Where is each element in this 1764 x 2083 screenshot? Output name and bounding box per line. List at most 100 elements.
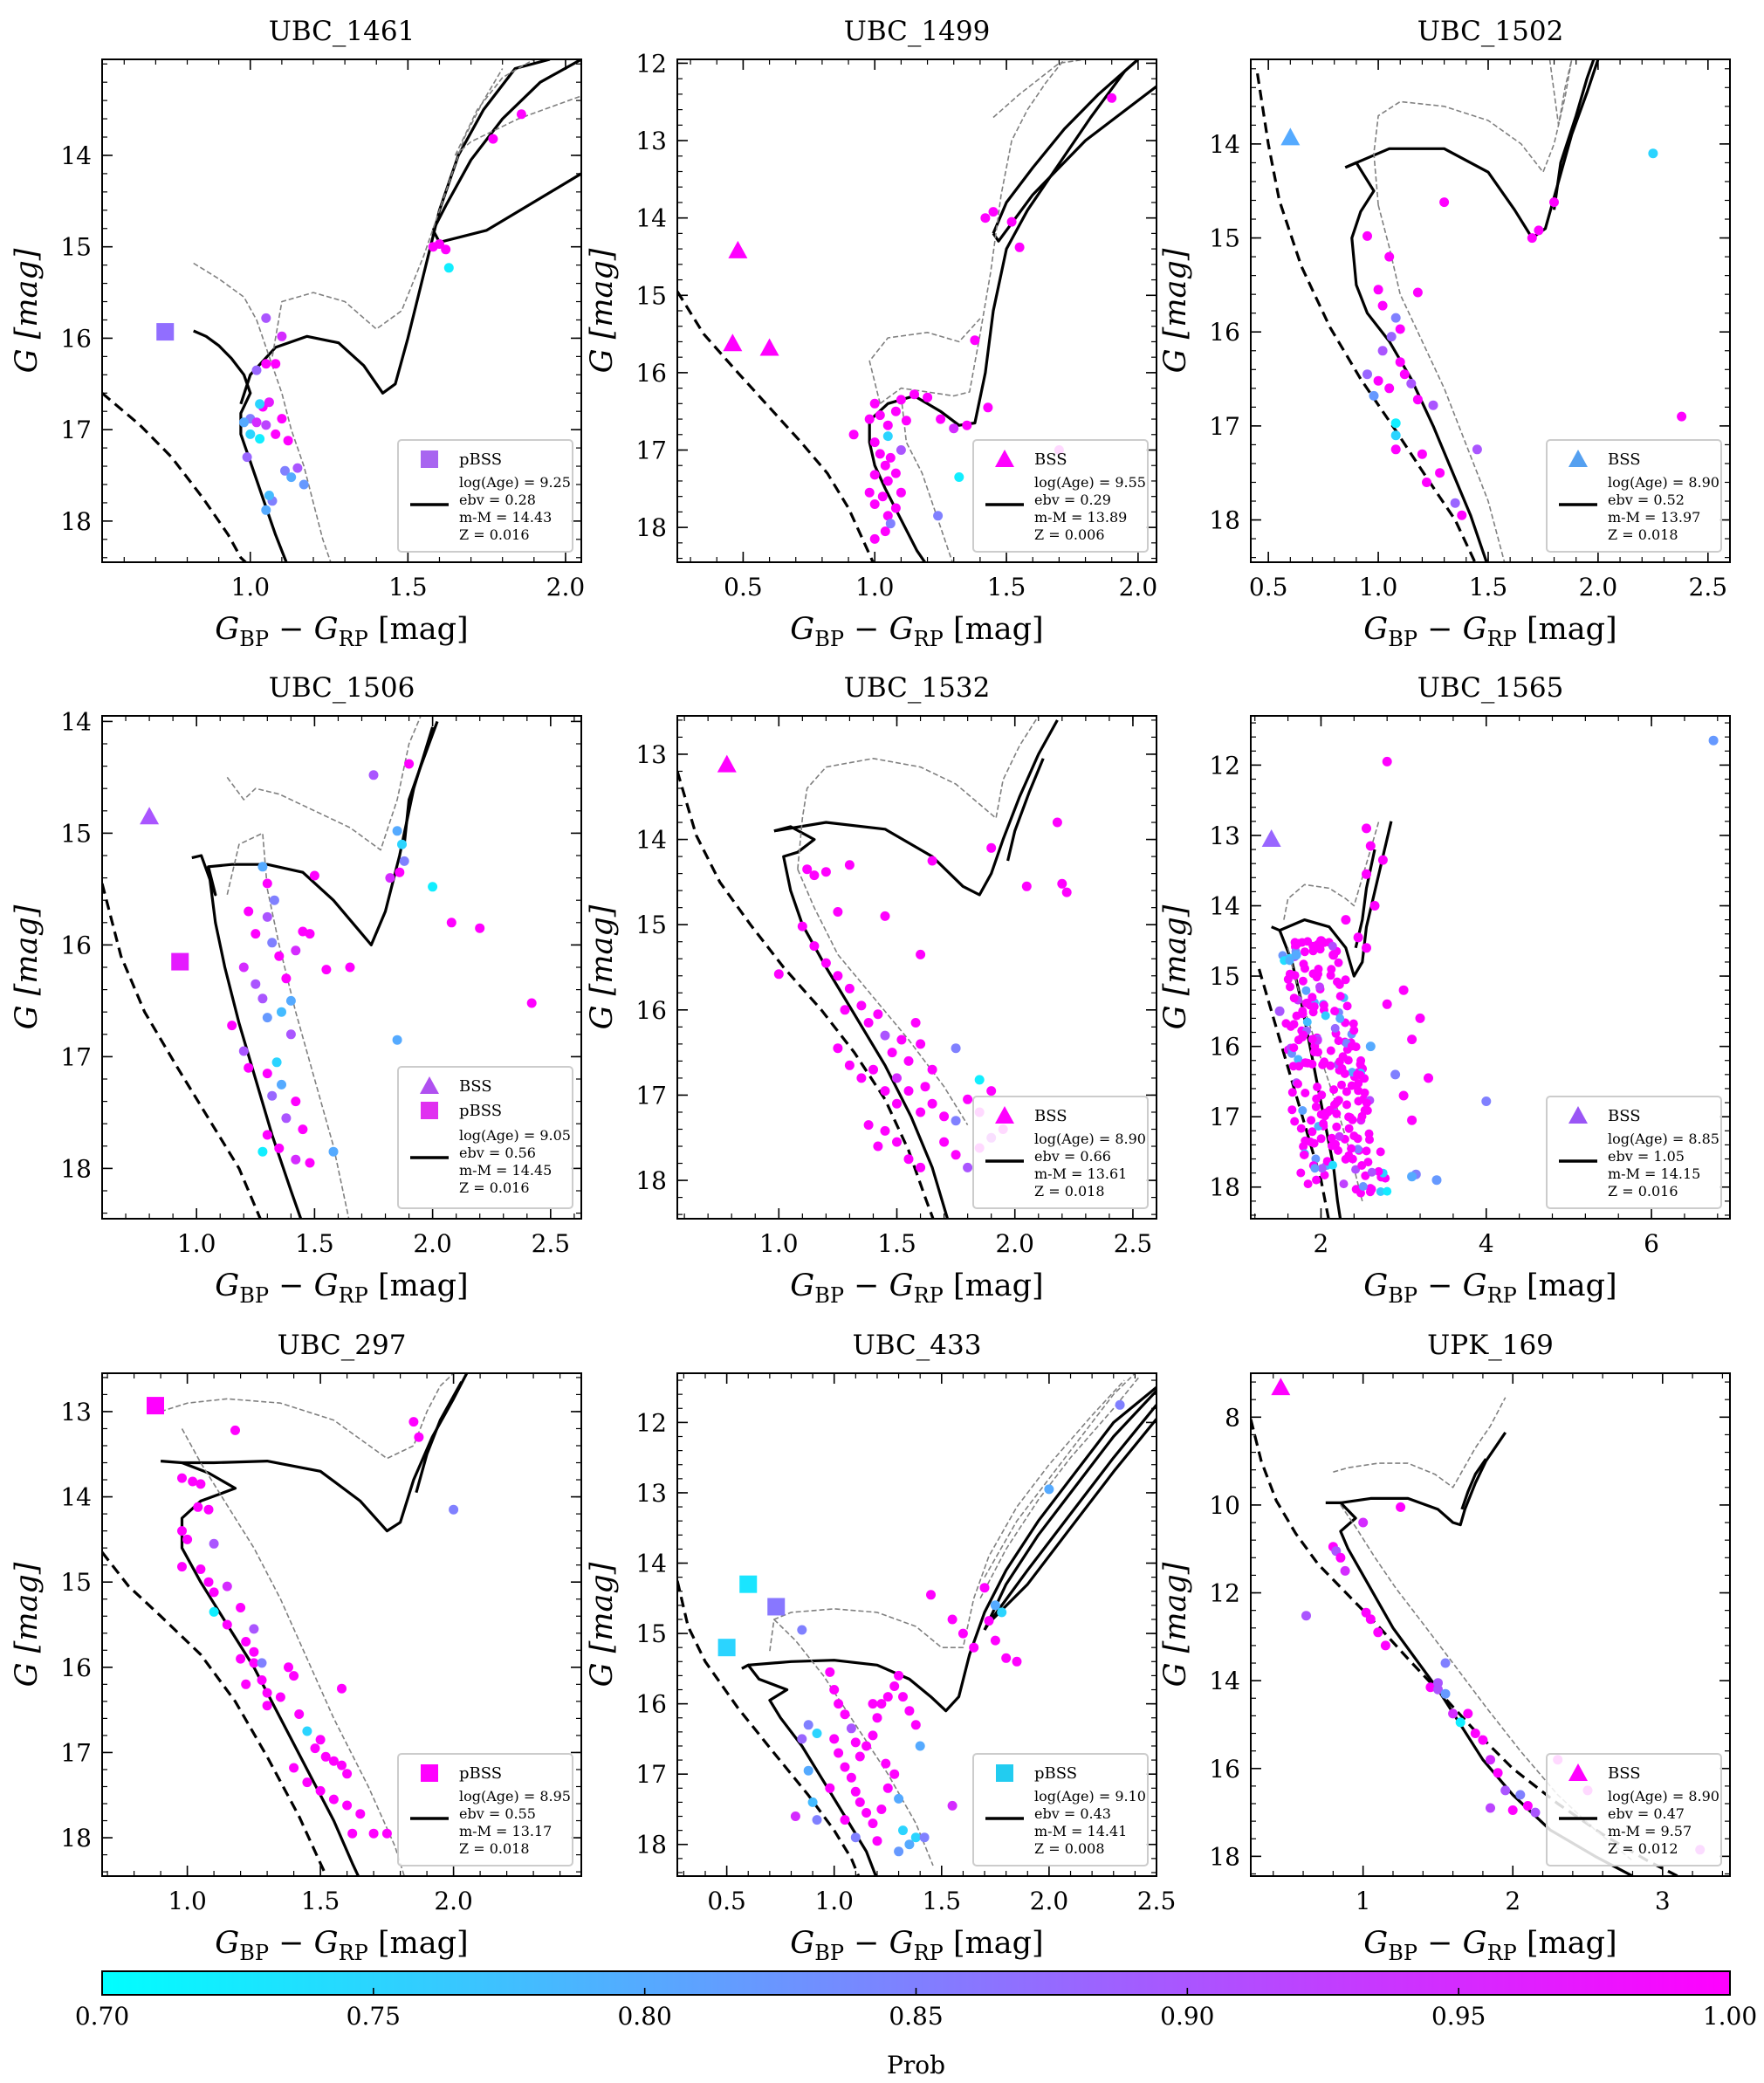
member-star bbox=[1406, 378, 1417, 388]
member-star bbox=[274, 1143, 285, 1153]
member-star bbox=[255, 399, 265, 409]
member-star bbox=[285, 995, 296, 1006]
x-tick-label: 2.0 bbox=[434, 1887, 473, 1915]
member-star bbox=[244, 1062, 254, 1073]
member-star bbox=[309, 870, 319, 881]
member-star bbox=[1287, 1088, 1297, 1097]
panel-title: UPK_169 bbox=[1427, 1330, 1554, 1361]
member-star bbox=[916, 949, 926, 959]
y-tick-label: 18 bbox=[635, 1166, 667, 1195]
member-star bbox=[249, 1658, 259, 1668]
y-tick-label: 18 bbox=[60, 507, 92, 536]
member-star bbox=[1549, 197, 1559, 208]
member-star bbox=[1376, 1147, 1385, 1157]
member-star bbox=[337, 1760, 347, 1770]
member-star bbox=[969, 1642, 979, 1653]
member-star bbox=[844, 860, 855, 870]
member-star bbox=[846, 1723, 856, 1734]
member-star bbox=[1362, 1146, 1371, 1156]
member-star bbox=[1329, 1085, 1339, 1095]
member-star bbox=[1311, 1154, 1321, 1164]
plot-frame bbox=[1250, 715, 1731, 1220]
x-tick-label: 2.0 bbox=[1579, 573, 1618, 602]
member-star bbox=[1338, 1052, 1348, 1062]
member-star bbox=[196, 1564, 206, 1574]
member-star bbox=[844, 983, 855, 993]
isochrone-line bbox=[769, 1379, 1125, 1652]
bss-marker bbox=[1261, 828, 1281, 847]
member-star bbox=[803, 1765, 813, 1776]
isochrone-line bbox=[431, 59, 581, 231]
plot-area bbox=[102, 716, 537, 1219]
colorbar-tick-label: 0.90 bbox=[1160, 2002, 1214, 2031]
isochrone-line bbox=[454, 95, 581, 156]
y-tick-label: 18 bbox=[635, 513, 667, 542]
colorbar-tick-label: 0.70 bbox=[75, 2002, 129, 2031]
member-star bbox=[1308, 1059, 1317, 1069]
member-star bbox=[291, 945, 301, 956]
member-star bbox=[986, 842, 997, 853]
member-star bbox=[1354, 1096, 1363, 1106]
y-tick-label: 8 bbox=[1225, 1403, 1240, 1432]
member-star bbox=[435, 239, 444, 249]
member-star bbox=[222, 1581, 232, 1591]
x-tick-label: 1.0 bbox=[177, 1229, 216, 1258]
panel-title: UBC_297 bbox=[278, 1330, 407, 1361]
member-star bbox=[979, 1583, 990, 1593]
y-tick-label: 12 bbox=[1209, 751, 1240, 780]
member-star bbox=[182, 1534, 193, 1544]
member-star bbox=[915, 1741, 925, 1751]
member-star bbox=[910, 1018, 921, 1028]
y-tick-label: 17 bbox=[635, 437, 667, 465]
member-star bbox=[904, 1839, 915, 1850]
member-star bbox=[1386, 332, 1397, 342]
member-star bbox=[526, 998, 537, 1008]
member-star bbox=[1290, 1117, 1300, 1126]
member-star bbox=[1328, 1141, 1336, 1151]
y-tick-label: 16 bbox=[1209, 318, 1240, 347]
member-star bbox=[1431, 1175, 1442, 1186]
legend-param-text: log(Age) = 8.90 bbox=[1608, 1788, 1719, 1805]
y-tick-label: 14 bbox=[60, 141, 92, 170]
legend-param-text: ebv = 0.55 bbox=[459, 1805, 536, 1822]
member-star bbox=[988, 207, 999, 217]
member-star bbox=[1316, 936, 1326, 946]
member-star bbox=[257, 1146, 268, 1157]
member-star bbox=[281, 1113, 292, 1124]
member-star bbox=[848, 430, 859, 440]
member-star bbox=[1428, 400, 1438, 410]
member-star bbox=[262, 1013, 272, 1023]
member-star bbox=[355, 1809, 366, 1819]
legend-marker-label: BSS bbox=[1608, 450, 1641, 469]
member-star bbox=[1424, 1073, 1433, 1083]
x-tick-label: 1.0 bbox=[814, 1887, 854, 1915]
legend-param-text: log(Age) = 8.90 bbox=[1034, 1131, 1146, 1147]
y-tick-label: 14 bbox=[60, 707, 92, 736]
y-tick-label: 16 bbox=[60, 324, 92, 353]
legend-param-text: log(Age) = 8.90 bbox=[1608, 474, 1719, 491]
y-tick-label: 17 bbox=[1209, 1103, 1240, 1131]
member-star bbox=[449, 1504, 459, 1515]
member-star bbox=[1373, 375, 1383, 386]
member-star bbox=[320, 1751, 331, 1762]
y-tick-label: 16 bbox=[635, 359, 667, 388]
isochrone-line bbox=[1279, 821, 1393, 978]
legend-box bbox=[972, 439, 1149, 553]
member-star bbox=[812, 1815, 822, 1825]
member-star bbox=[342, 1769, 353, 1779]
member-star bbox=[812, 1729, 822, 1738]
member-star bbox=[881, 1758, 891, 1769]
member-star bbox=[868, 1818, 878, 1829]
member-star bbox=[1326, 1061, 1335, 1070]
member-star bbox=[872, 1713, 882, 1723]
plot-frame bbox=[676, 715, 1157, 1220]
member-star bbox=[1358, 1517, 1369, 1528]
member-star bbox=[802, 864, 813, 875]
member-star bbox=[1334, 958, 1343, 967]
member-star bbox=[820, 958, 831, 968]
member-star bbox=[1425, 1682, 1436, 1693]
member-star bbox=[251, 929, 261, 939]
